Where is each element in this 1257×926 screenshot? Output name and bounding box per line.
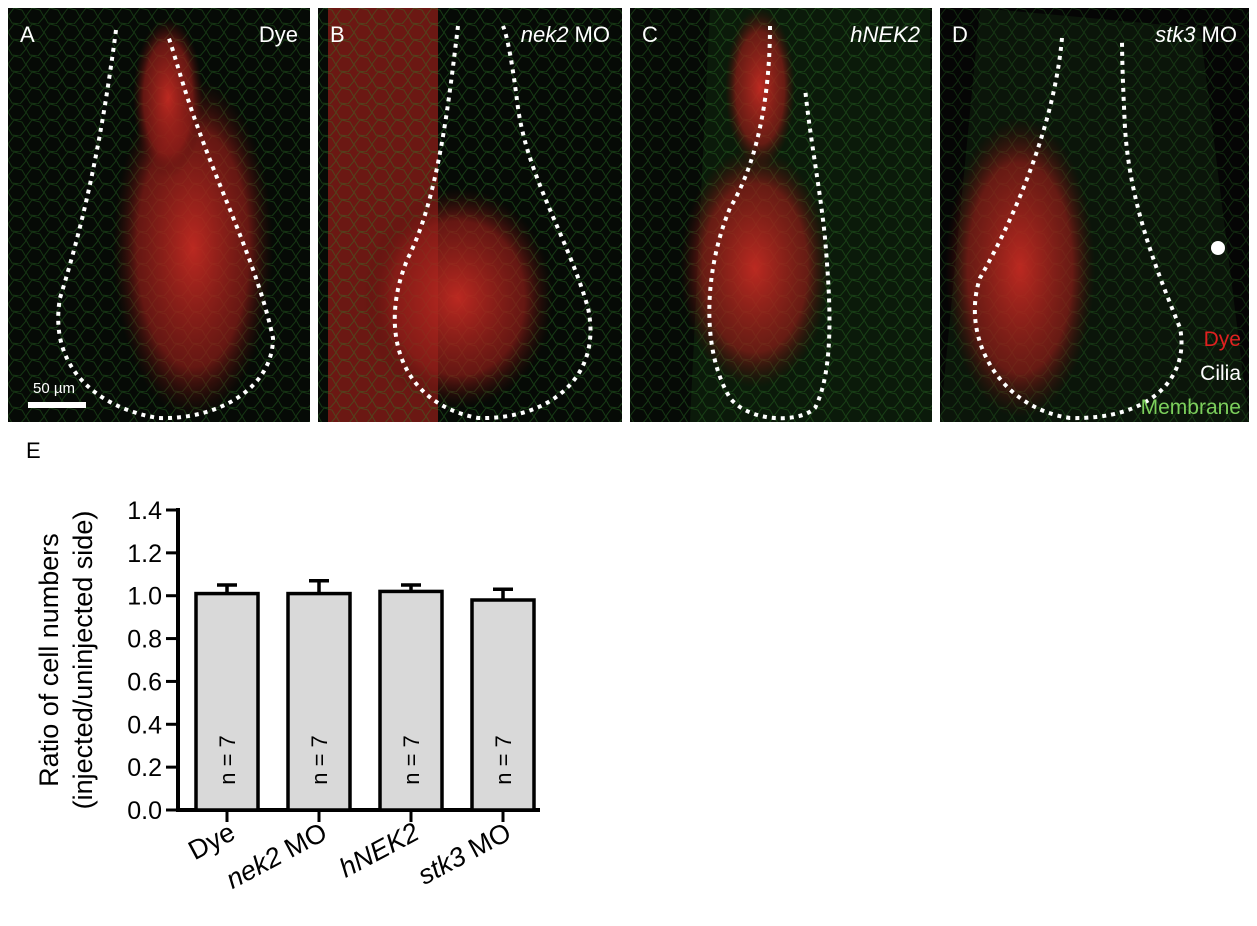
bar-chart: 0.0 0.2 0.4 0.6 0.8 1.0 1.2 1.4 Ratio of cell nu… (34, 497, 540, 895)
panel-c-letter: C (642, 22, 658, 47)
panel-b-title: nek2 MO (520, 22, 610, 47)
y-tick-label: 1.4 (127, 497, 162, 525)
panel-d-image (940, 8, 1249, 422)
panel-c-title: hNEK2 (850, 22, 920, 47)
panel-d: D stk3 MO Dye Cilia Membrane (940, 8, 1249, 422)
scale-bar-label: 50 µm (33, 380, 75, 397)
legend-dye: Dye (1203, 328, 1241, 351)
y-tick-label: 1.2 (127, 540, 162, 568)
panel-a-letter: A (20, 22, 35, 47)
x-category-label: nek2 MO (221, 817, 332, 895)
panel-a-title: Dye (258, 22, 298, 47)
y-axis-label-line1: Ratio of cell numbers (34, 533, 64, 787)
bar (470, 598, 536, 812)
bar (378, 589, 444, 812)
x-category-label: hNEK2 (334, 817, 424, 884)
panel-b-letter: B (330, 22, 345, 47)
y-tick-label: 0.8 (127, 626, 162, 654)
x-category-label: Dye (183, 817, 239, 866)
panel-c: C hNEK2 (630, 8, 932, 422)
n-label: n = 7 (307, 735, 332, 785)
y-tick-label: 0.0 (127, 797, 162, 825)
panel-d-letter: D (952, 22, 968, 47)
panel-b: B nek2 MO (318, 8, 622, 422)
panel-a-image (8, 8, 310, 422)
panel-c-image (630, 8, 932, 422)
bar (286, 591, 352, 812)
legend-cilia: Cilia (1200, 362, 1241, 385)
y-tick-label: 0.2 (127, 754, 162, 782)
legend-membrane: Membrane (1140, 396, 1241, 419)
n-label: n = 7 (491, 735, 516, 785)
n-label: n = 7 (215, 735, 240, 785)
y-axis-label-line2: (injected/uninjected side) (68, 511, 98, 810)
panel-a: A Dye 50 µm (8, 8, 310, 422)
panel-b-image (318, 8, 622, 422)
y-tick-label: 1.0 (127, 583, 162, 611)
scale-bar (28, 402, 86, 408)
panel-e-letter: E (26, 438, 41, 463)
y-tick-label: 0.6 (127, 668, 162, 696)
x-category-label: stk3 MO (413, 817, 516, 891)
y-tick-label: 0.4 (127, 711, 162, 739)
n-label: n = 7 (399, 735, 424, 785)
panel-d-title: stk3 MO (1155, 22, 1237, 47)
bar (194, 591, 260, 812)
